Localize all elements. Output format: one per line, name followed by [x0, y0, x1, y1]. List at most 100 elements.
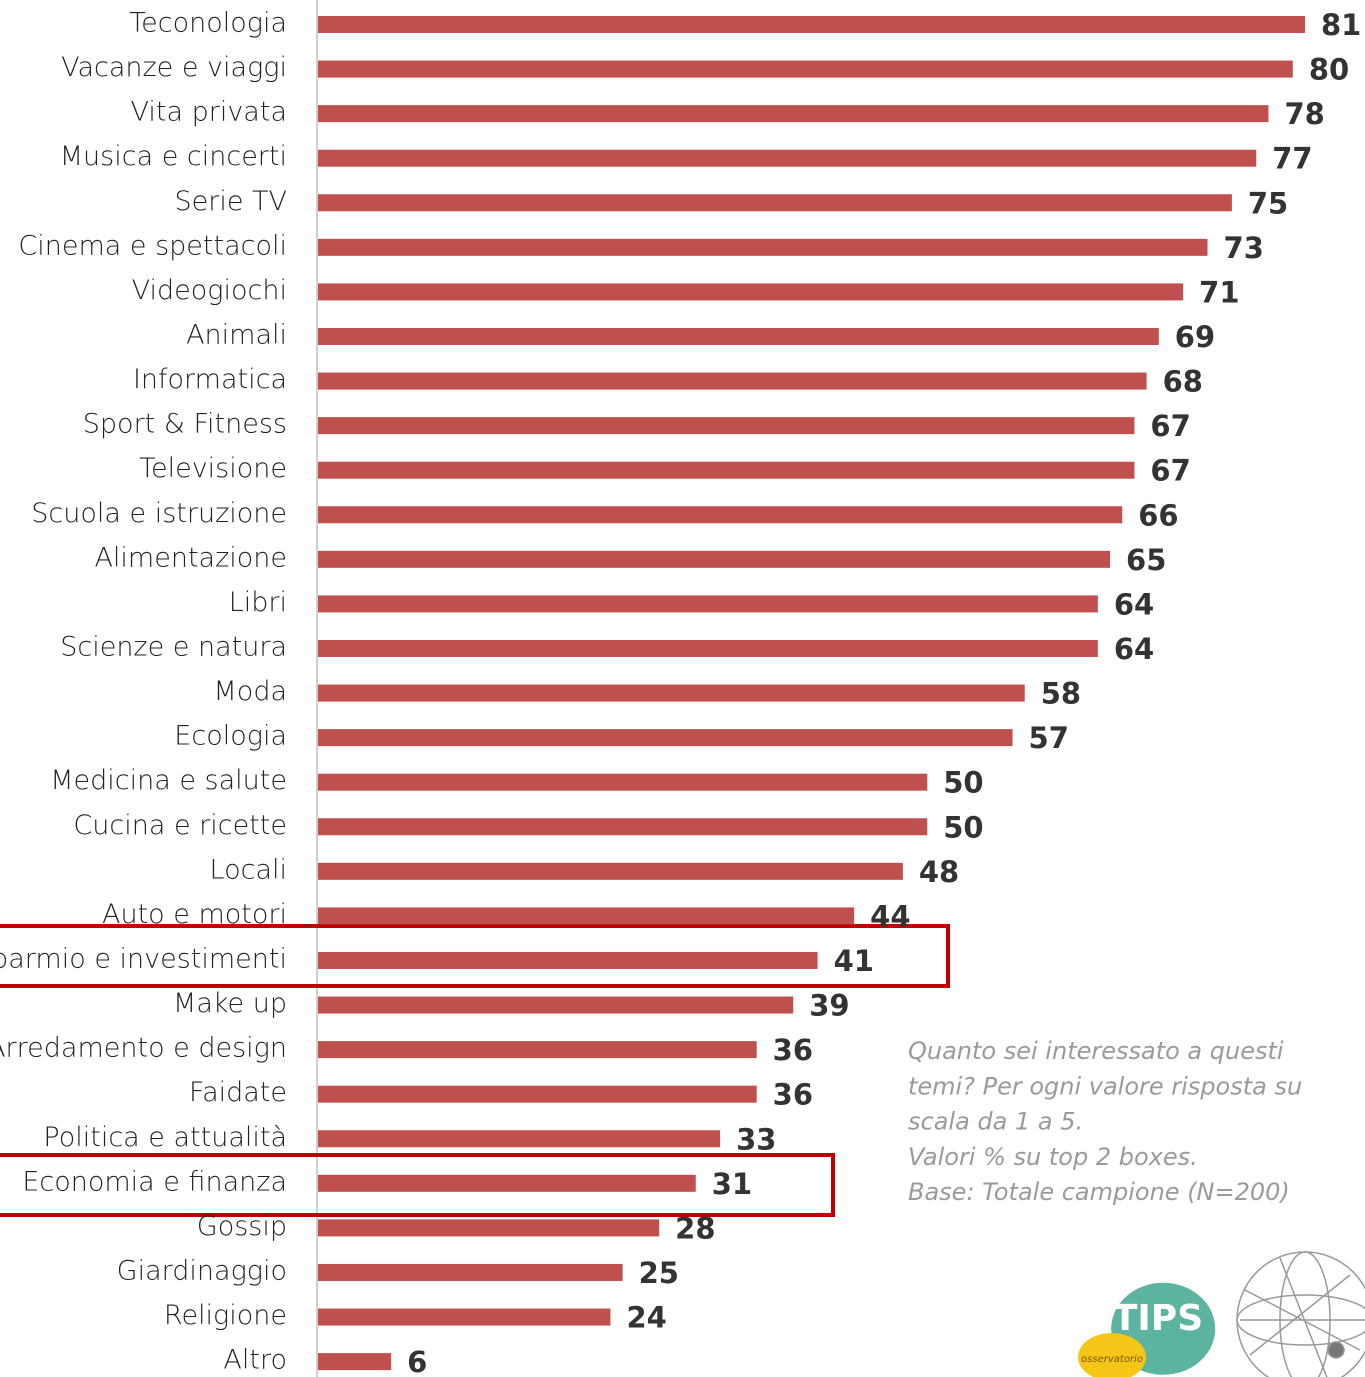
category-label: Televisione [139, 453, 287, 484]
annotation: Valori % su top 2 boxes. [908, 1143, 1198, 1171]
category-label: Sport & Fitness [83, 409, 287, 440]
bar [318, 60, 1293, 78]
bar [318, 862, 903, 880]
category-label: Make up [173, 988, 287, 1019]
highlight-box [0, 1153, 835, 1217]
bar [318, 1353, 392, 1371]
value-label: 80 [1309, 53, 1349, 87]
category-label: Altro [223, 1345, 287, 1376]
category-label: Medicina e salute [50, 765, 287, 796]
category-label: Scuola e istruzione [31, 498, 287, 529]
bar [318, 1219, 660, 1237]
category-label: Gossip [197, 1211, 287, 1242]
value-label: 41 [834, 944, 874, 978]
bar [318, 550, 1111, 568]
category-label: Auto e motori [102, 899, 287, 930]
category-label: Scienze e natura [60, 631, 287, 662]
logo-text: osservatorio [1081, 1354, 1143, 1365]
category-label: Animali [186, 319, 287, 350]
value-label: 33 [736, 1122, 776, 1156]
value-label: 57 [1029, 721, 1069, 755]
value-label: 25 [639, 1256, 679, 1290]
value-label: 6 [407, 1345, 427, 1377]
category-label: Libri [229, 587, 287, 618]
logo-sphere [1236, 1251, 1365, 1377]
value-label: 68 [1163, 365, 1203, 399]
bar [318, 1263, 623, 1281]
category-label: Politica e attualità [43, 1122, 287, 1153]
highlight-box [0, 924, 950, 988]
value-label: 48 [919, 855, 959, 889]
bar [318, 283, 1184, 301]
bar [318, 595, 1098, 613]
logo-circle [1078, 1333, 1146, 1377]
bar [318, 461, 1135, 479]
value-label: 50 [943, 810, 983, 844]
category-label: Informatica [133, 364, 287, 395]
value-label: 66 [1138, 498, 1178, 532]
value-label: 73 [1224, 231, 1264, 265]
value-label: 44 [870, 899, 910, 933]
category-label: Vita privata [131, 97, 288, 128]
logo-text: TIPS [1113, 1298, 1203, 1339]
annotation: temi? Per ogni valore risposta su [908, 1072, 1302, 1100]
value-label: 39 [809, 989, 849, 1023]
bar [318, 1174, 696, 1192]
bar [318, 639, 1098, 657]
category-label: Giardinaggio [117, 1255, 287, 1286]
category-label: Musica e cincerti [60, 141, 287, 172]
value-label: 81 [1321, 8, 1361, 42]
value-label: 50 [943, 766, 983, 800]
category-label: Teconologia [129, 8, 287, 39]
value-label: 67 [1150, 454, 1190, 488]
annotation: Base: Totale campione (N=200) [908, 1178, 1290, 1206]
category-label: Videogiochi [132, 275, 287, 306]
bar [318, 818, 928, 836]
value-label: 65 [1126, 543, 1166, 577]
value-label: 75 [1248, 186, 1288, 220]
value-label: 28 [675, 1211, 715, 1245]
bar [318, 907, 855, 925]
bar [318, 996, 794, 1014]
bar [318, 16, 1305, 33]
category-label: Cinema e spettacoli [18, 230, 287, 261]
value-label: 77 [1272, 142, 1312, 176]
value-label: 36 [773, 1033, 813, 1067]
bar [318, 684, 1025, 702]
bar [318, 729, 1013, 747]
category-label: Alimentazione [94, 542, 287, 573]
bar [318, 327, 1159, 345]
value-label: 24 [626, 1301, 666, 1335]
bar [318, 105, 1269, 123]
value-label: 64 [1114, 632, 1154, 666]
category-label: Ecologia [174, 721, 287, 752]
value-label: 71 [1199, 275, 1239, 309]
value-label: 67 [1150, 409, 1190, 443]
value-label: 69 [1175, 320, 1215, 354]
bar [318, 417, 1135, 435]
bar [318, 1308, 611, 1326]
bar [318, 1085, 757, 1103]
bar [318, 773, 928, 791]
category-label: Vacanze e viaggi [61, 52, 287, 83]
bar [318, 194, 1232, 212]
bar [318, 238, 1208, 256]
annotation: scala da 1 a 5. [908, 1108, 1083, 1136]
category-label: Faidate [189, 1077, 287, 1108]
value-label: 78 [1284, 97, 1324, 131]
category-label: Cucina e ricette [73, 810, 287, 841]
category-label: Economia e finanza [22, 1166, 287, 1197]
category-label: Religione [164, 1300, 287, 1331]
value-label: 58 [1041, 677, 1081, 711]
bar [318, 506, 1123, 524]
bar [318, 1130, 721, 1148]
bar [318, 149, 1257, 167]
category-label: Arredamento e design [0, 1033, 287, 1064]
category-label: Locali [210, 854, 287, 885]
bar [318, 951, 818, 969]
category-label: Risparmio e investimenti [0, 943, 287, 974]
value-label: 64 [1114, 587, 1154, 621]
category-label: Serie TV [174, 186, 287, 217]
bar [318, 372, 1147, 390]
annotation: Quanto sei interessato a questi [908, 1037, 1284, 1065]
